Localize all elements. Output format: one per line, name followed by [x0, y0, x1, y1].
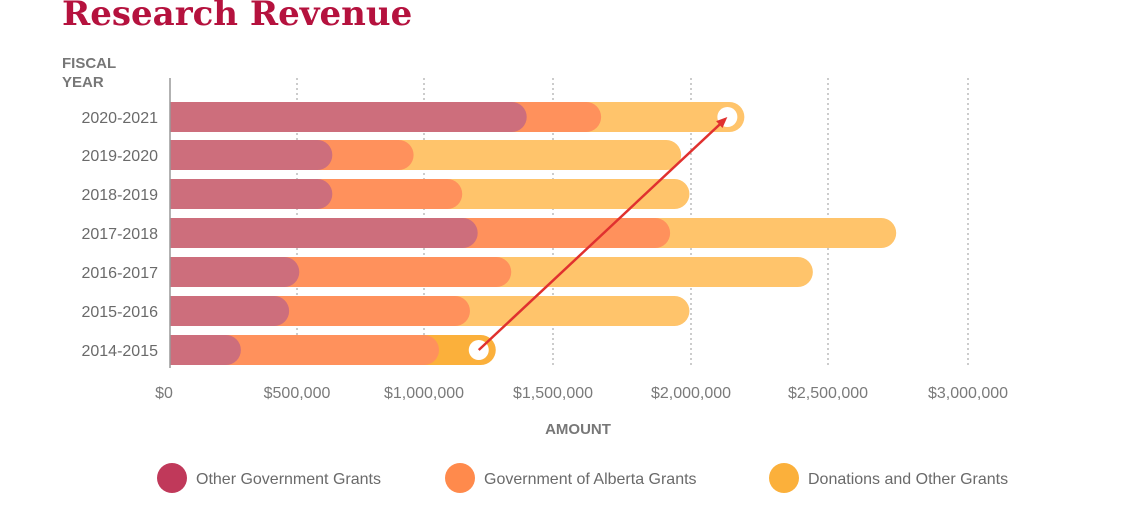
bar-segment — [170, 257, 300, 287]
x-tick-label: $2,000,000 — [651, 385, 731, 402]
chart-title: Research Revenue — [62, 0, 413, 34]
legend-label: Other Government Grants — [196, 471, 381, 488]
bar-segment — [170, 140, 333, 170]
bar-segment — [170, 218, 478, 248]
x-tick-label: $1,000,000 — [384, 385, 464, 402]
x-tick-label: $500,000 — [264, 385, 331, 402]
y-category-label: 2020-2021 — [81, 110, 158, 127]
trend-arrow-head — [716, 117, 728, 128]
y-axis-label: YEAR — [62, 74, 104, 91]
trend-arrow-line — [477, 120, 725, 351]
x-tick-label: $1,500,000 — [513, 385, 593, 402]
x-tick-label: $0 — [155, 385, 173, 402]
x-axis-label: AMOUNT — [545, 421, 611, 438]
y-category-label: 2014-2015 — [81, 343, 158, 360]
bar-segment — [170, 296, 290, 326]
bar-segment — [170, 335, 241, 365]
y-category-label: 2017-2018 — [81, 226, 158, 243]
legend-label: Donations and Other Grants — [808, 471, 1008, 488]
y-category-label: 2015-2016 — [81, 304, 158, 321]
x-tick-label: $3,000,000 — [928, 385, 1008, 402]
legend-label: Government of Alberta Grants — [484, 471, 697, 488]
bar-segment — [170, 179, 333, 209]
y-category-label: 2016-2017 — [81, 265, 158, 282]
x-tick-label: $2,500,000 — [788, 385, 868, 402]
legend-swatch — [769, 463, 799, 493]
y-axis-label: FISCAL — [62, 55, 116, 72]
legend-swatch — [445, 463, 475, 493]
bar-segment — [170, 102, 527, 132]
y-category-label: 2019-2020 — [81, 148, 158, 165]
y-category-label: 2018-2019 — [81, 187, 158, 204]
legend-swatch — [157, 463, 187, 493]
